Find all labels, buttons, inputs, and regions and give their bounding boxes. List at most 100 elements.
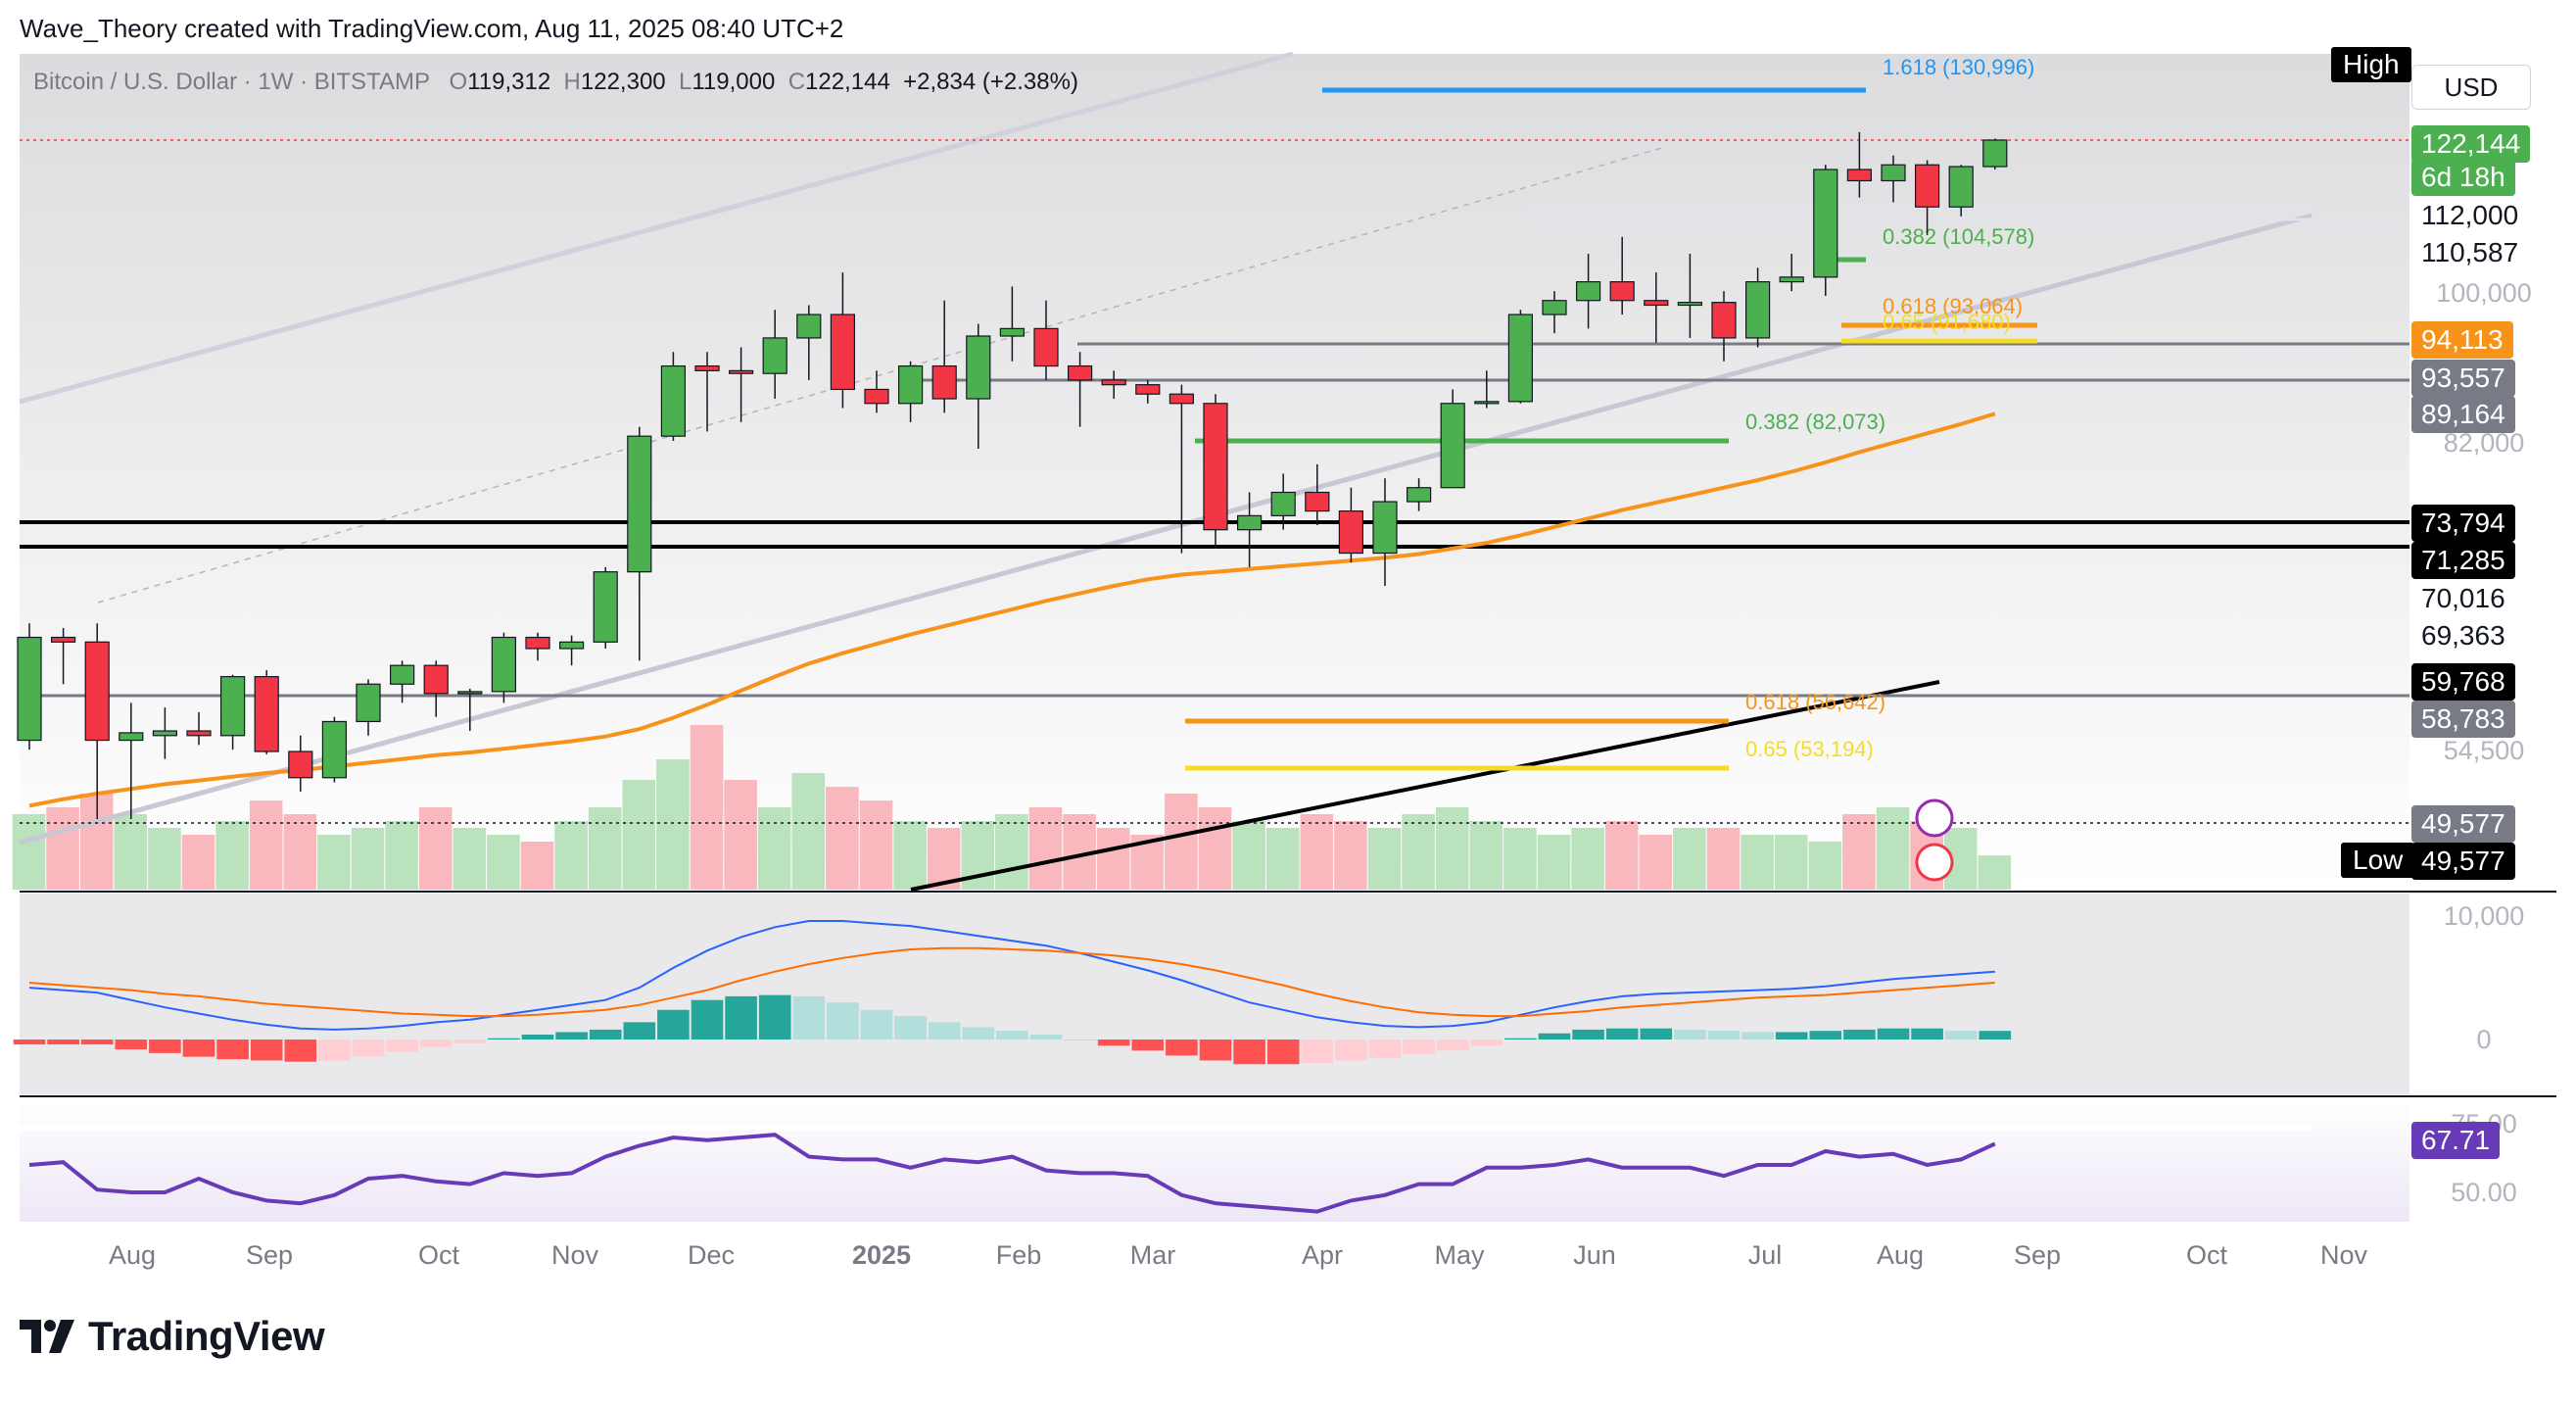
x-axis-tick-label: Mar — [1130, 1240, 1176, 1270]
candle — [728, 347, 754, 422]
x-axis-tick-label: Aug — [109, 1240, 156, 1270]
macd-histogram-bar — [1199, 1040, 1232, 1061]
volume-bar — [1028, 807, 1063, 890]
price-label: 93,557 — [2411, 360, 2515, 397]
macd-histogram-bar — [149, 1040, 181, 1053]
candle — [1169, 384, 1195, 554]
macd-histogram-bar — [1233, 1040, 1265, 1065]
candle — [1711, 291, 1737, 362]
candle — [897, 361, 924, 422]
macd-histogram-bar — [928, 1022, 961, 1040]
x-axis-tick-label: Nov — [551, 1240, 599, 1270]
candle — [1948, 165, 1974, 217]
volume-bar — [114, 814, 148, 890]
candle-body — [254, 676, 279, 752]
macd-histogram-bar — [1944, 1031, 1978, 1040]
candle-body — [931, 364, 957, 400]
volume-bar — [1334, 821, 1367, 890]
macd-histogram-bar — [47, 1040, 79, 1045]
x-axis-tick-label: Dec — [688, 1240, 735, 1270]
candle — [931, 300, 957, 413]
candle-body — [1644, 300, 1669, 307]
close-label: C — [787, 69, 806, 95]
volume-bar — [690, 725, 724, 890]
candle — [1067, 352, 1093, 427]
bar-countdown-label: 6d 18h — [2411, 159, 2515, 196]
macd-histogram-bar — [1707, 1031, 1741, 1040]
candle-body — [1135, 384, 1161, 395]
open-value: 119,312 — [467, 69, 551, 95]
change-value: +2,834 (+2.38%) — [903, 69, 1078, 95]
candle-body — [728, 369, 754, 374]
volume-bar — [418, 807, 453, 890]
candle-body — [558, 641, 585, 650]
candle-body — [525, 636, 550, 650]
candle — [1813, 165, 1838, 296]
tradingview-logo-text: TradingView — [88, 1313, 325, 1359]
macd-histogram-bar — [1979, 1031, 2012, 1040]
y-axis-tick-label: 82,000 — [2444, 428, 2525, 458]
candle — [1779, 253, 1804, 292]
volume-bar — [622, 780, 656, 890]
macd-histogram-bar — [284, 1040, 317, 1062]
x-axis-tick-label: Nov — [2320, 1240, 2368, 1270]
candle-body — [1542, 300, 1567, 315]
volume-bar — [1265, 828, 1300, 890]
candle-body — [1744, 281, 1771, 339]
low-value: 119,000 — [692, 69, 776, 95]
candle — [1236, 492, 1263, 567]
volume-bar — [1503, 828, 1537, 890]
price-label: 49,577 — [2411, 843, 2515, 880]
volume-bar — [995, 814, 1028, 890]
volume-bar — [520, 842, 554, 890]
candle — [1609, 236, 1635, 315]
candle — [254, 669, 279, 754]
macd-histogram-bar — [419, 1040, 453, 1047]
fib-level-label: 0.382 (82,073) — [1745, 410, 1885, 434]
macd-histogram-bar — [1674, 1029, 1706, 1040]
macd-pane-background — [20, 894, 2409, 1094]
candle-body — [1609, 281, 1635, 302]
candle — [1575, 253, 1601, 329]
price-scale[interactable]: 122,144 112,000 110,587 94,113 93,557 89,164 7… — [2411, 0, 2558, 1293]
ema-line — [28, 411, 1996, 808]
volume-bar — [1978, 855, 2012, 890]
candle — [288, 735, 313, 793]
macd-histogram-bar — [1266, 1040, 1300, 1065]
candle-body — [1338, 509, 1364, 555]
low-label: L — [679, 69, 692, 95]
candle — [830, 272, 856, 409]
macd-histogram-bar — [996, 1031, 1028, 1040]
candle-body — [152, 730, 177, 737]
currency-label: USD — [2444, 72, 2499, 102]
macd-histogram-bar — [1605, 1028, 1639, 1040]
price-label: 69,363 — [2421, 620, 2505, 651]
tradingview-logo: TradingView — [20, 1313, 325, 1360]
candle — [627, 426, 652, 661]
volume-bar — [859, 800, 893, 890]
candle-body — [1914, 164, 1940, 208]
rsi-value-label: 67.71 — [2411, 1122, 2501, 1159]
candle — [1372, 478, 1398, 586]
volume-bar — [1469, 821, 1503, 890]
price-label: 59,768 — [2411, 663, 2515, 701]
volume-bar — [1367, 828, 1402, 890]
price-label: 112,000 — [2411, 197, 2529, 234]
volume-bar — [1842, 814, 1876, 890]
volume-bar — [757, 807, 791, 890]
candle — [1033, 300, 1059, 380]
volume-bar — [283, 814, 317, 890]
candle — [525, 632, 550, 661]
candle — [796, 305, 822, 380]
macd-histogram-bar — [1368, 1040, 1402, 1058]
currency-button[interactable]: USD — [2411, 65, 2531, 110]
macd-histogram-bar — [1504, 1038, 1537, 1040]
chart-svg[interactable]: 1.618 (130,996) 0.382 (104,578) 0.618 (93,… — [0, 0, 2576, 1293]
macd-histogram-bar — [1097, 1040, 1130, 1046]
macd-histogram-bar — [250, 1040, 283, 1061]
candle — [1406, 478, 1432, 511]
candle-body — [1711, 302, 1737, 339]
candle-body — [1033, 327, 1059, 367]
volume-bar — [1604, 821, 1639, 890]
candle-body — [830, 314, 856, 391]
